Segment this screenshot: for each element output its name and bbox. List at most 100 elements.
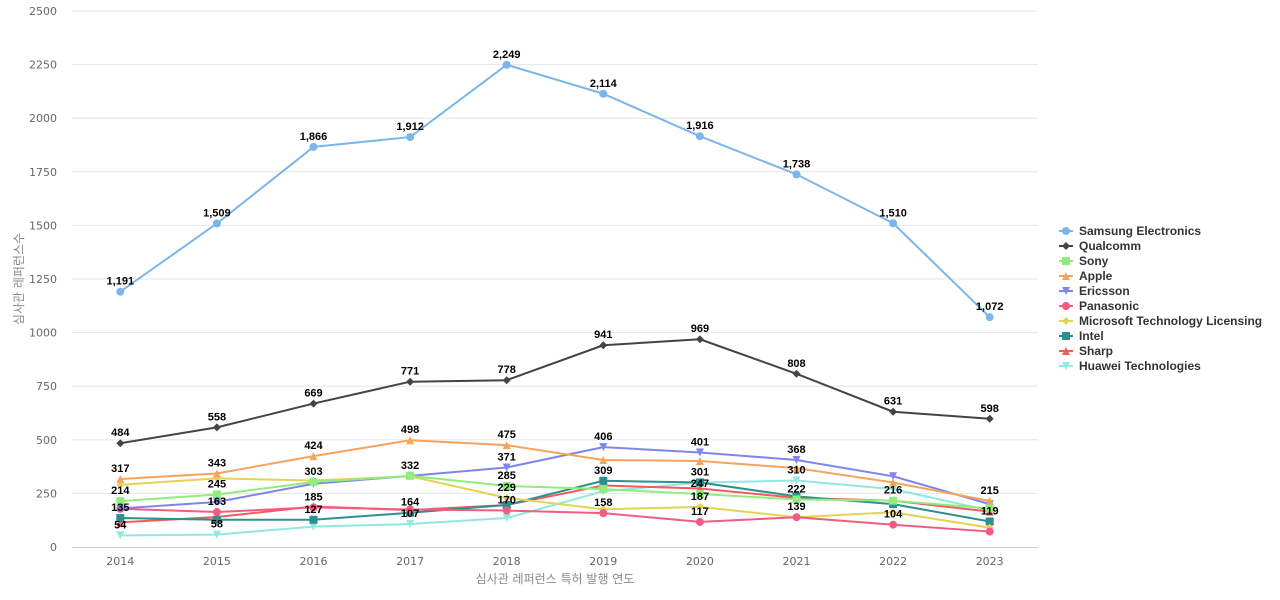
series-apple[interactable] [116, 436, 994, 505]
data-label: 808 [787, 358, 805, 370]
series-line [119, 479, 991, 537]
data-point [116, 518, 125, 527]
data-label: 941 [594, 329, 612, 341]
legend-marker [1062, 287, 1070, 295]
legend-item[interactable]: Qualcomm [1059, 239, 1141, 253]
data-label: 54 [114, 519, 127, 531]
data-label: 285 [498, 470, 516, 482]
legend-item[interactable]: Huawei Technologies [1059, 359, 1201, 373]
data-point [116, 475, 125, 484]
legend-label: Qualcomm [1079, 239, 1141, 253]
data-point [792, 476, 801, 485]
legend-item[interactable]: Microsoft Technology Licensing [1059, 314, 1262, 328]
legend-item[interactable]: Panasonic [1059, 299, 1139, 313]
series-huawei-technologies[interactable] [116, 476, 994, 540]
data-point [985, 527, 994, 536]
data-point [309, 142, 318, 151]
data-point [695, 490, 704, 499]
data-label: 778 [498, 364, 516, 376]
series-qualcomm[interactable] [116, 335, 994, 448]
legend[interactable]: Samsung ElectronicsQualcommSonyAppleEric… [1059, 224, 1262, 373]
data-labels: 1,191 1,509 1,866 1,912 2,249 2,114 1,916 1,738… [107, 49, 1004, 532]
data-label: 424 [304, 440, 323, 452]
data-point [502, 506, 511, 515]
data-label: 1,916 [686, 120, 714, 132]
legend-item[interactable]: Sony [1059, 254, 1109, 268]
legend-marker [1062, 227, 1070, 235]
legend-label: Ericsson [1079, 284, 1130, 298]
series-line [119, 475, 991, 529]
data-point [406, 377, 415, 386]
y-tick-label: 1750 [29, 166, 57, 179]
data-point [889, 485, 898, 494]
data-label: 1,510 [879, 207, 907, 219]
data-label: 187 [691, 491, 709, 503]
legend-marker [1062, 302, 1070, 310]
data-label: 216 [884, 485, 902, 497]
legend-item[interactable]: Apple [1059, 269, 1113, 283]
data-point [599, 509, 608, 518]
data-label: 969 [691, 323, 709, 335]
data-point [406, 471, 415, 480]
data-point [212, 515, 221, 524]
series-line [119, 439, 991, 502]
series-lines [116, 60, 994, 540]
data-point [212, 530, 221, 539]
data-point [985, 313, 994, 322]
data-point [212, 508, 221, 517]
data-point [309, 478, 318, 487]
x-tick-label: 2016 [300, 555, 328, 568]
legend-item[interactable]: Intel [1059, 329, 1104, 343]
data-point [792, 464, 801, 473]
data-point [695, 457, 704, 466]
data-point [599, 455, 608, 464]
data-point [889, 219, 898, 228]
data-label: 58 [211, 519, 223, 531]
data-label: 332 [401, 460, 419, 472]
data-label: 1,912 [396, 121, 424, 133]
data-point [792, 369, 801, 378]
axes: 0 250 500 750 1000 1250 1500 1750 2000 2250 2500 20… [12, 5, 1038, 586]
series-samsung-electronics[interactable] [116, 60, 994, 322]
series-line [119, 474, 991, 510]
data-point [792, 455, 801, 464]
y-tick-label: 1250 [29, 273, 57, 286]
data-label: 245 [208, 478, 226, 490]
series-sony[interactable] [116, 471, 994, 513]
data-point [985, 517, 994, 526]
data-point [406, 133, 415, 142]
legend-marker [1062, 257, 1070, 265]
data-point [695, 502, 704, 511]
legend-item[interactable]: Ericsson [1059, 284, 1130, 298]
y-tick-label: 2000 [29, 112, 57, 125]
legend-item[interactable]: Samsung Electronics [1059, 224, 1201, 238]
data-label: 401 [691, 436, 709, 448]
data-point [502, 481, 511, 490]
data-point [309, 503, 318, 512]
y-tick-label: 2250 [29, 59, 57, 72]
legend-marker [1062, 347, 1070, 355]
data-label: 247 [691, 478, 709, 490]
data-point [212, 490, 221, 499]
data-point [695, 448, 704, 457]
data-label: 475 [498, 429, 516, 441]
data-point [889, 496, 898, 505]
legend-label: Intel [1079, 329, 1104, 343]
data-point [406, 436, 415, 445]
data-point [889, 478, 898, 487]
data-label: 498 [401, 424, 419, 436]
y-tick-label: 250 [36, 487, 57, 500]
legend-item[interactable]: Sharp [1059, 344, 1113, 358]
y-tick-label: 500 [36, 434, 57, 447]
data-label: 1,509 [203, 207, 231, 219]
data-label: 2,249 [493, 49, 521, 61]
grid [72, 10, 1038, 494]
data-label: 135 [111, 502, 129, 514]
x-tick-label: 2019 [589, 555, 617, 568]
data-point [985, 414, 994, 423]
data-label: 1,072 [976, 301, 1004, 313]
data-label: 139 [787, 501, 805, 513]
data-label: 1,866 [300, 131, 328, 143]
data-point [792, 170, 801, 179]
data-point [309, 399, 318, 408]
